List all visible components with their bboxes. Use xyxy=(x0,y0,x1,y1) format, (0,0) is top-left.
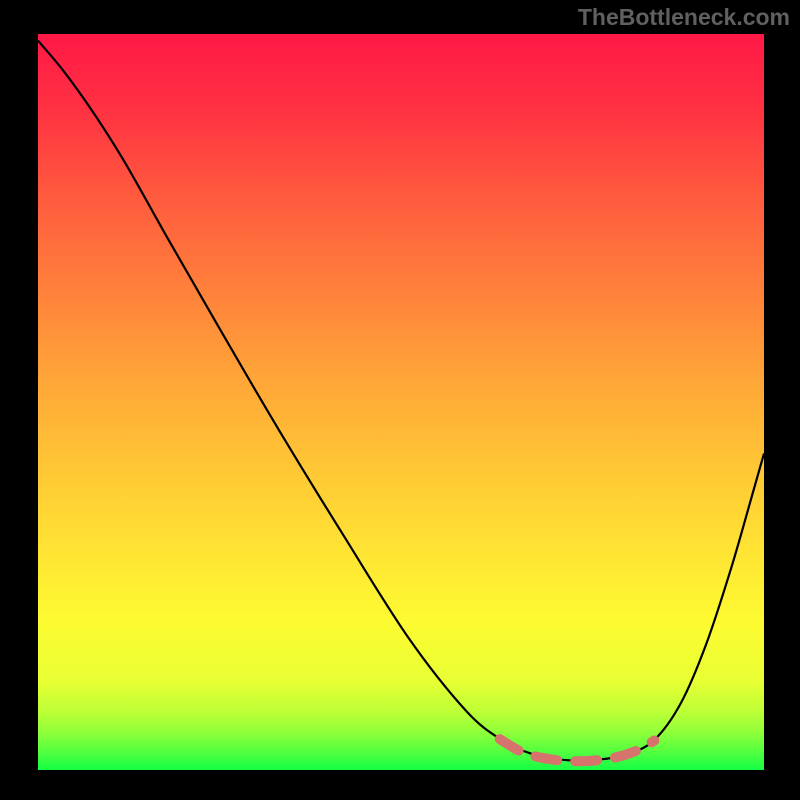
watermark-text: TheBottleneck.com xyxy=(578,4,790,31)
curve-svg xyxy=(38,34,764,770)
optimal-zone-marker xyxy=(500,739,655,761)
plot-area xyxy=(38,34,764,770)
chart-container: TheBottleneck.com xyxy=(0,0,800,800)
bottleneck-curve xyxy=(38,41,764,761)
